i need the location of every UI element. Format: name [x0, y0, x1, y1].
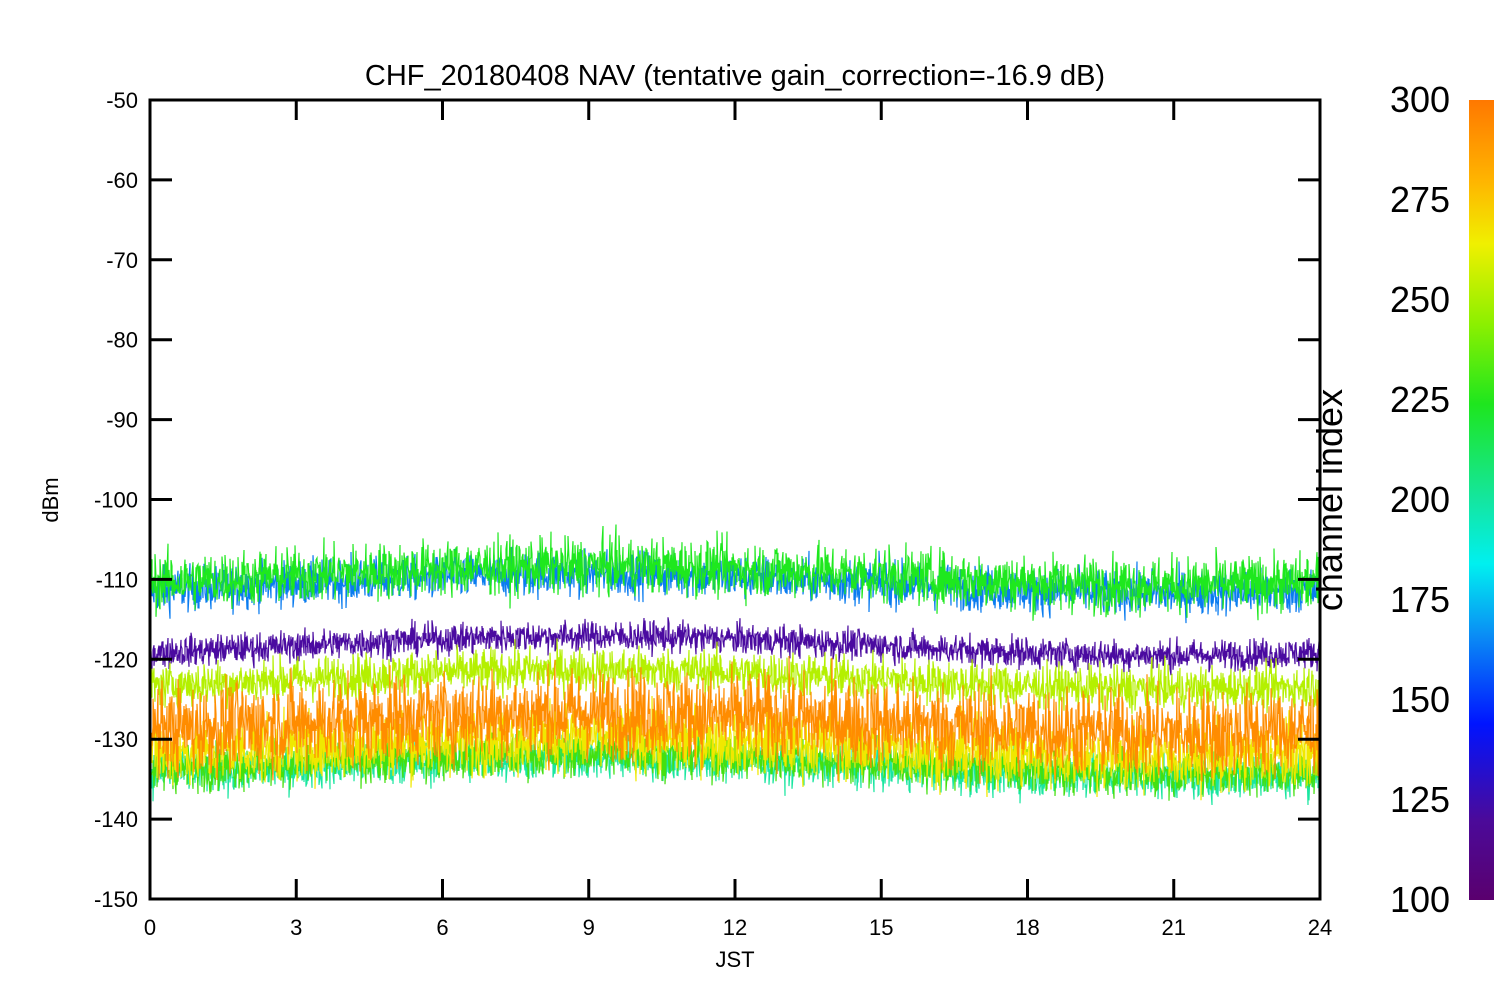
x-tick-label: 15 [869, 915, 893, 940]
data-series [150, 524, 1320, 806]
series-channel-230 [150, 524, 1320, 621]
y-tick-label: -110 [96, 567, 138, 592]
y-tick-label: -130 [94, 727, 138, 752]
y-tick-label: -60 [106, 168, 138, 193]
x-tick-label: 24 [1308, 915, 1332, 940]
colorbar-ticks: 100 125 150 175 200 225 250 275 300 [1390, 79, 1450, 920]
colorbar-tick-label: 275 [1390, 179, 1450, 220]
x-tick-label: 9 [583, 915, 595, 940]
y-tick-label: -150 [94, 887, 138, 912]
colorbar-tick-label: 150 [1390, 679, 1450, 720]
y-tick-label: -50 [106, 88, 138, 113]
colorbar-tick-label: 250 [1390, 279, 1450, 320]
series-channel-115 [150, 617, 1320, 676]
chart-title: CHF_20180408 NAV (tentative gain_correct… [365, 60, 1105, 92]
x-tick-label: 18 [1015, 915, 1039, 940]
y-tick-label: -90 [106, 408, 138, 433]
colorbar-title: channel index [1309, 389, 1350, 611]
colorbar-tick-label: 100 [1390, 879, 1450, 920]
x-tick-label: 21 [1162, 915, 1186, 940]
x-tick-label: 0 [144, 915, 156, 940]
y-tick-label: -140 [94, 807, 138, 832]
colorbar-tick-label: 175 [1390, 579, 1450, 620]
y-tick-label: -70 [106, 248, 138, 273]
colorbar-tick-label: 200 [1390, 479, 1450, 520]
colorbar-tick-label: 300 [1390, 79, 1450, 120]
colorbar [1469, 100, 1494, 900]
x-axis-title: JST [715, 947, 754, 972]
series-channel-275 [150, 692, 1320, 801]
series-channel-260 [150, 638, 1320, 721]
x-tick-label: 12 [723, 915, 747, 940]
axis-ticks: 0 3 6 9 12 15 18 21 24 -50 -60 -70 -80 -90 -100 -110 -12… [94, 88, 1332, 940]
colorbar-tick-label: 225 [1390, 379, 1450, 420]
x-tick-label: 3 [290, 915, 302, 940]
y-tick-label: -120 [94, 647, 138, 672]
series-channel-295 [150, 655, 1320, 784]
y-axis-title: dBm [38, 477, 63, 522]
x-tick-label: 6 [436, 915, 448, 940]
y-tick-label: -80 [106, 328, 138, 353]
y-tick-label: -100 [94, 488, 138, 513]
colorbar-tick-label: 125 [1390, 779, 1450, 820]
